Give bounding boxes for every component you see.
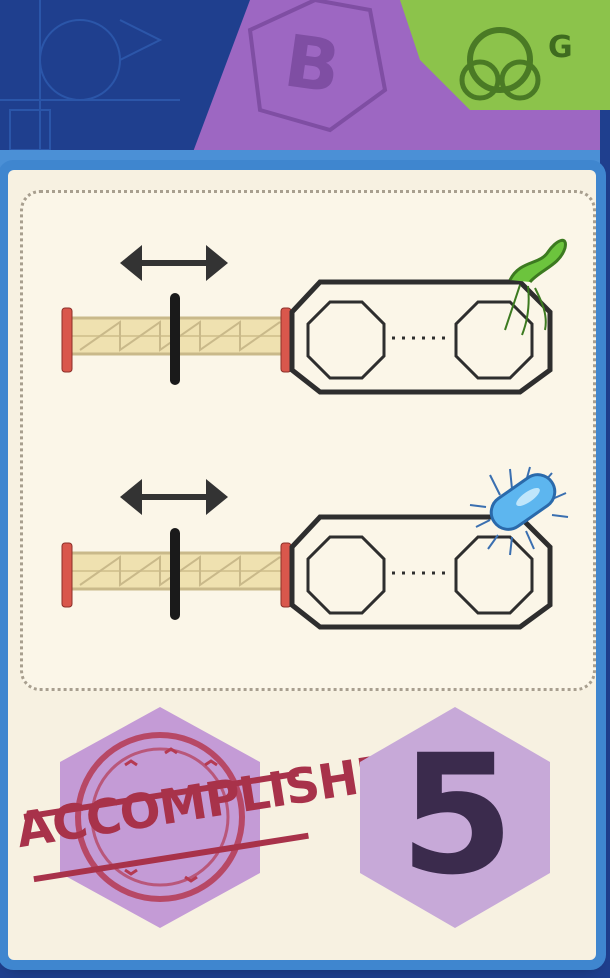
blue-bacterium-icon (469, 466, 569, 556)
slide-arrow-icon (120, 479, 228, 515)
purple-tab-letter: B (279, 18, 346, 110)
green-bacillus-icon (504, 238, 567, 336)
slide-arrow-icon (120, 245, 228, 281)
accomplished-hex (60, 707, 260, 928)
rail-track-icon (61, 528, 292, 620)
mission-objectives-panel (20, 190, 596, 691)
accomplished-stamp-label: ACCOMPLISHED (12, 738, 432, 860)
mission-objective-2 (61, 466, 569, 630)
mission-objective-1 (61, 238, 567, 395)
sample-slots-capsule (289, 279, 553, 395)
points-hex (360, 707, 550, 928)
mission-points-value: 5 (399, 719, 515, 911)
card-top-edge (0, 150, 600, 172)
rail-track-icon (61, 293, 292, 385)
sample-slots-capsule (289, 514, 553, 630)
accomplished-stamp-band (23, 770, 309, 883)
accomplished-stamp: ACCOMPLISHED (12, 720, 432, 940)
green-tab-letter: G (548, 30, 573, 65)
